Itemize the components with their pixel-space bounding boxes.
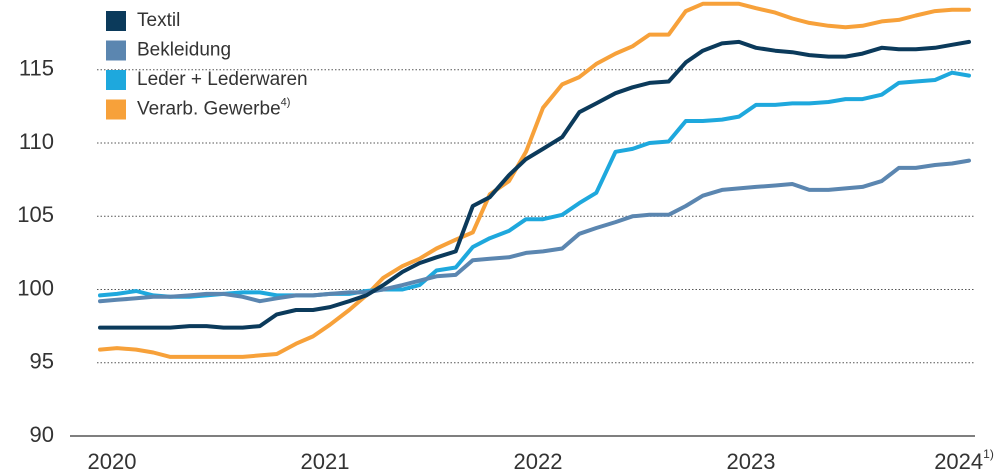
- y-tick-label: 105: [17, 202, 54, 227]
- y-tick-label: 90: [30, 422, 54, 447]
- series-line: [98, 1, 971, 359]
- footnote-mark: 4): [281, 96, 291, 108]
- y-tick-label: 95: [30, 349, 54, 374]
- y-tick-label: 115: [19, 56, 54, 81]
- x-tick-label: 2021: [301, 449, 350, 474]
- x-tick-label: 2020: [88, 449, 137, 474]
- x-tick-text: 2020: [88, 449, 137, 474]
- x-tick-text: 2023: [727, 449, 776, 474]
- series-line: [98, 158, 971, 304]
- x-tick-label: 20241): [934, 447, 994, 474]
- legend-swatch: [106, 99, 126, 120]
- y-tick-label: 100: [17, 275, 54, 300]
- legend-label: Textil: [137, 10, 180, 31]
- legend-text: Verarb. Gewerbe: [137, 99, 281, 120]
- legend-label: Leder + Lederwaren: [137, 69, 308, 90]
- series-line: [98, 70, 971, 299]
- legend-swatch: [106, 70, 126, 90]
- y-tick-label: 110: [19, 129, 54, 154]
- legend-label: Bekleidung: [137, 40, 231, 61]
- series-line: [98, 39, 971, 330]
- legend-swatch: [106, 40, 126, 61]
- footnote-mark: 1): [983, 447, 994, 461]
- x-tick-text: 2022: [514, 449, 563, 474]
- x-tick-text: 2021: [301, 449, 350, 474]
- x-tick-text: 2024: [934, 449, 983, 474]
- legend-swatch: [106, 11, 126, 31]
- legend-text: Leder + Lederwaren: [137, 69, 308, 90]
- legend-label: Verarb. Gewerbe4): [137, 96, 290, 119]
- legend-text: Bekleidung: [137, 40, 231, 61]
- x-tick-label: 2023: [727, 449, 776, 474]
- legend-text: Textil: [137, 10, 180, 31]
- x-tick-label: 2022: [514, 449, 563, 474]
